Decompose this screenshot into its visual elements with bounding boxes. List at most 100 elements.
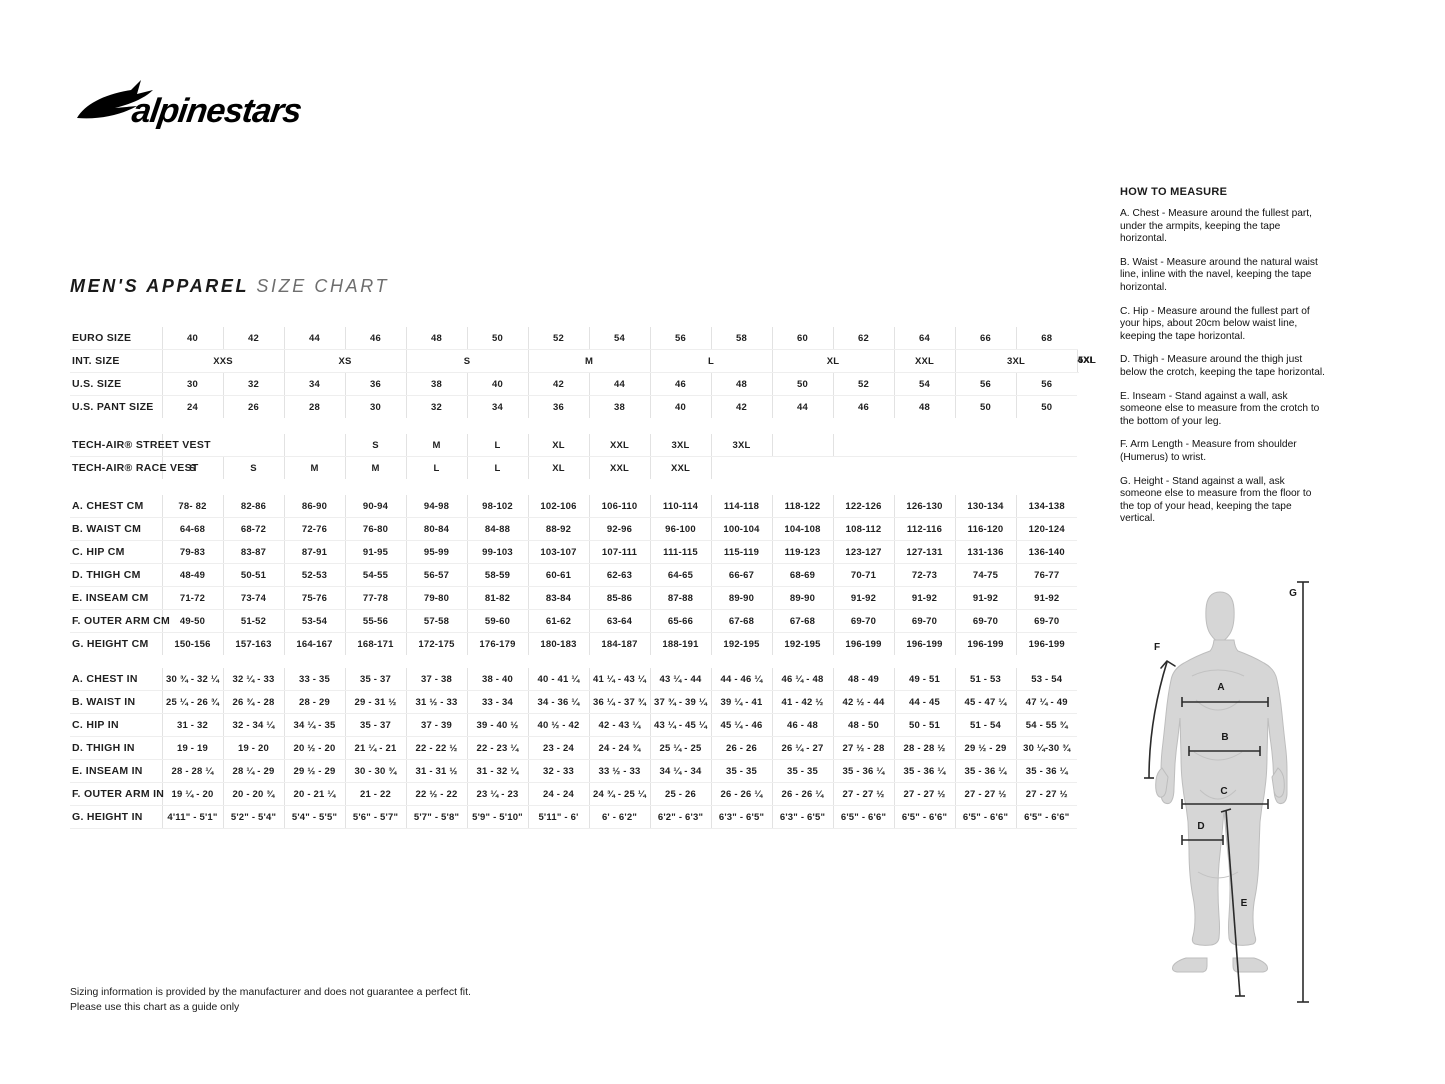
height-cm-cell: 196-199 xyxy=(1028,638,1065,650)
techair-street-vest-cell xyxy=(284,434,346,457)
techair-street-vest-cell xyxy=(162,434,285,457)
inseam-cm-cell: 73-74 xyxy=(223,586,285,610)
thigh-in-cell: 19 - 19 xyxy=(162,736,224,760)
int-size-cell: XL xyxy=(772,349,895,373)
svg-text:alpinestars: alpinestars xyxy=(130,92,304,130)
thigh-in-cell: 22 - 23 ¼ xyxy=(467,736,529,760)
thigh-in-cell: 29 ½ - 29 xyxy=(955,736,1017,760)
table-row: A. CHEST CM 78- 82 82-86 86-90 90-94 94-98 98-… xyxy=(70,495,1078,518)
waist-in-cell: 36 ¼ - 37 ¾ xyxy=(589,690,651,714)
waist-in-cell: 47 ¼ - 49 xyxy=(1016,690,1077,714)
outer-arm-cm-cell: 65-66 xyxy=(650,609,712,633)
techair-street-vest-cell: L xyxy=(467,434,529,457)
outer-arm-cm-cell: 63-64 xyxy=(589,609,651,633)
techair-race-vest-cell-empty xyxy=(711,457,1077,480)
int-size-cell: XS xyxy=(284,349,407,373)
inseam-cm-cell: 81-82 xyxy=(467,586,529,610)
waist-in-cell: 39 ¼ - 41 xyxy=(711,690,773,714)
measure-line-c xyxy=(1181,799,1269,809)
techair-race-vest-cell: M xyxy=(345,456,407,479)
us-size-cell: 40 xyxy=(467,372,529,396)
footer-line-1: Sizing information is provided by the ma… xyxy=(70,987,471,998)
int-size-cell: XXS xyxy=(162,349,285,373)
chest-cm-cell: 134-138 xyxy=(1016,495,1077,518)
chest-cm-cell: 118-122 xyxy=(772,495,834,518)
hip-in-cell: 37 - 39 xyxy=(406,713,468,737)
hip-cm-cell: 131-136 xyxy=(955,540,1017,564)
measure-line-b xyxy=(1188,746,1261,756)
chest-in-cell: 51 - 53 xyxy=(955,668,1017,691)
int-size-cell: L xyxy=(650,349,773,373)
thigh-cm-cell: 56-57 xyxy=(406,563,468,587)
hip-cm-cell: 111-115 xyxy=(650,540,712,564)
outer-arm-in-cell: 25 - 26 xyxy=(650,782,712,806)
euro-size-cell: 52 xyxy=(528,327,590,350)
euro-size-cell: 68 xyxy=(1016,327,1077,350)
inseam-cm-cell: 89-90 xyxy=(772,586,834,610)
thigh-in-cell: 23 - 24 xyxy=(528,736,590,760)
body-contour-lines xyxy=(1191,669,1245,879)
table-row: U.S. PANT SIZE 24 26 28 30 32 34 36 38 40 42 44 46 48… xyxy=(70,395,1078,418)
how-to-measure-item-b: B. Waist - Measure around the natural wa… xyxy=(1120,256,1318,293)
outer-arm-cm-cell: 67-68 xyxy=(772,609,834,633)
waist-in-cell: 31 ½ - 33 xyxy=(406,690,468,714)
chest-cm-cell: 130-134 xyxy=(955,495,1017,518)
int-size-label: INT. SIZE xyxy=(70,349,163,373)
height-cm-cell: 196-199 xyxy=(833,632,895,655)
techair-street-vest-cell: 3XL xyxy=(711,434,773,457)
how-to-measure-item-d: D. Thigh - Measure around the thigh just… xyxy=(1120,354,1326,378)
euro-size-cell: 56 xyxy=(650,327,712,350)
measure-line-e xyxy=(1220,808,1245,997)
hip-cm-cell: 95-99 xyxy=(406,540,468,564)
thigh-in-cell: 19 - 20 xyxy=(223,736,285,760)
inseam-in-cell: 28 - 28 ¼ xyxy=(162,759,224,783)
chest-cm-cell: 82-86 xyxy=(223,495,285,518)
thigh-cm-cell: 66-67 xyxy=(711,563,773,587)
thigh-cm-cell: 74-75 xyxy=(955,563,1017,587)
height-in-cell: 6'2" - 6'3" xyxy=(650,805,712,829)
body-diagram-svg: A B C D E F G xyxy=(1144,581,1309,1003)
alpinestars-logo: alpinestars xyxy=(75,78,325,138)
table-row: C. HIP CM 79-83 83-87 87-91 91-95 95-99 99-103… xyxy=(70,540,1078,564)
measurement-figure: A B C D E F G xyxy=(1140,572,1330,1017)
inseam-in-cell: 34 ¼ - 34 xyxy=(650,759,712,783)
measure-line-d xyxy=(1181,835,1224,845)
us-size-cell: 48 xyxy=(711,372,773,396)
outer-arm-in-cell: 19 ¼ - 20 xyxy=(162,782,224,806)
techair-race-vest-cell: M xyxy=(284,456,346,479)
height-in-cell: 5'9" - 5'10" xyxy=(467,805,529,829)
us-size-cell: 30 xyxy=(162,372,224,396)
outer-arm-cm-cell: 49-50 xyxy=(162,609,224,633)
hip-in-cell: 32 - 34 ¼ xyxy=(223,713,285,737)
inseam-cm-cell: 85-86 xyxy=(589,586,651,610)
chest-in-cell: 46 ¼ - 48 xyxy=(772,668,834,691)
table-row: TECH-AIR® RACE VEST S S M M L L XL XXL XXL xyxy=(70,456,1078,480)
how-to-measure-panel: HOW TO MEASURE A. Chest - Measure around… xyxy=(1120,186,1328,537)
hip-in-cell: 45 ¼ - 46 xyxy=(711,713,773,737)
hip-cm-cell: 103-107 xyxy=(528,540,590,564)
euro-size-cell: 54 xyxy=(589,327,651,350)
outer-arm-cm-cell: 69-70 xyxy=(1016,609,1077,633)
us-pant-size-cell: 36 xyxy=(528,395,590,418)
chest-cm-label: A. CHEST CM xyxy=(70,495,163,518)
height-cm-cell: 184-187 xyxy=(589,632,651,655)
int-size-cell: 5XL xyxy=(1077,349,1097,373)
table-row: G. HEIGHT IN 4'11" - 5'1" 5'2" - 5'4" 5'4" … xyxy=(70,805,1078,829)
height-cm-cell: 172-175 xyxy=(406,632,468,655)
techair-street-vest-cell: 3XL xyxy=(650,434,712,457)
inseam-cm-cell: 89-90 xyxy=(711,586,773,610)
height-in-cell: 5'4" - 5'5" xyxy=(284,805,346,829)
height-cm-cell: 176-179 xyxy=(467,632,529,655)
waist-cm-cell: 72-76 xyxy=(284,517,346,541)
height-cm-cell: 164-167 xyxy=(284,632,346,655)
height-cm-cell: 188-191 xyxy=(650,632,712,655)
inseam-cm-label: E. INSEAM CM xyxy=(70,586,163,610)
table-spacer xyxy=(70,655,1078,668)
waist-in-cell: 44 - 45 xyxy=(894,690,956,714)
outer-arm-in-cell: 21 - 22 xyxy=(345,782,407,806)
how-to-measure-item-c: C. Hip - Measure around the fullest part… xyxy=(1120,305,1310,342)
hip-cm-cell: 136-140 xyxy=(1016,540,1077,564)
hip-cm-cell: 79-83 xyxy=(162,540,224,564)
techair-race-vest-cell: L xyxy=(406,456,468,479)
outer-arm-cm-cell: 67-68 xyxy=(711,609,773,633)
